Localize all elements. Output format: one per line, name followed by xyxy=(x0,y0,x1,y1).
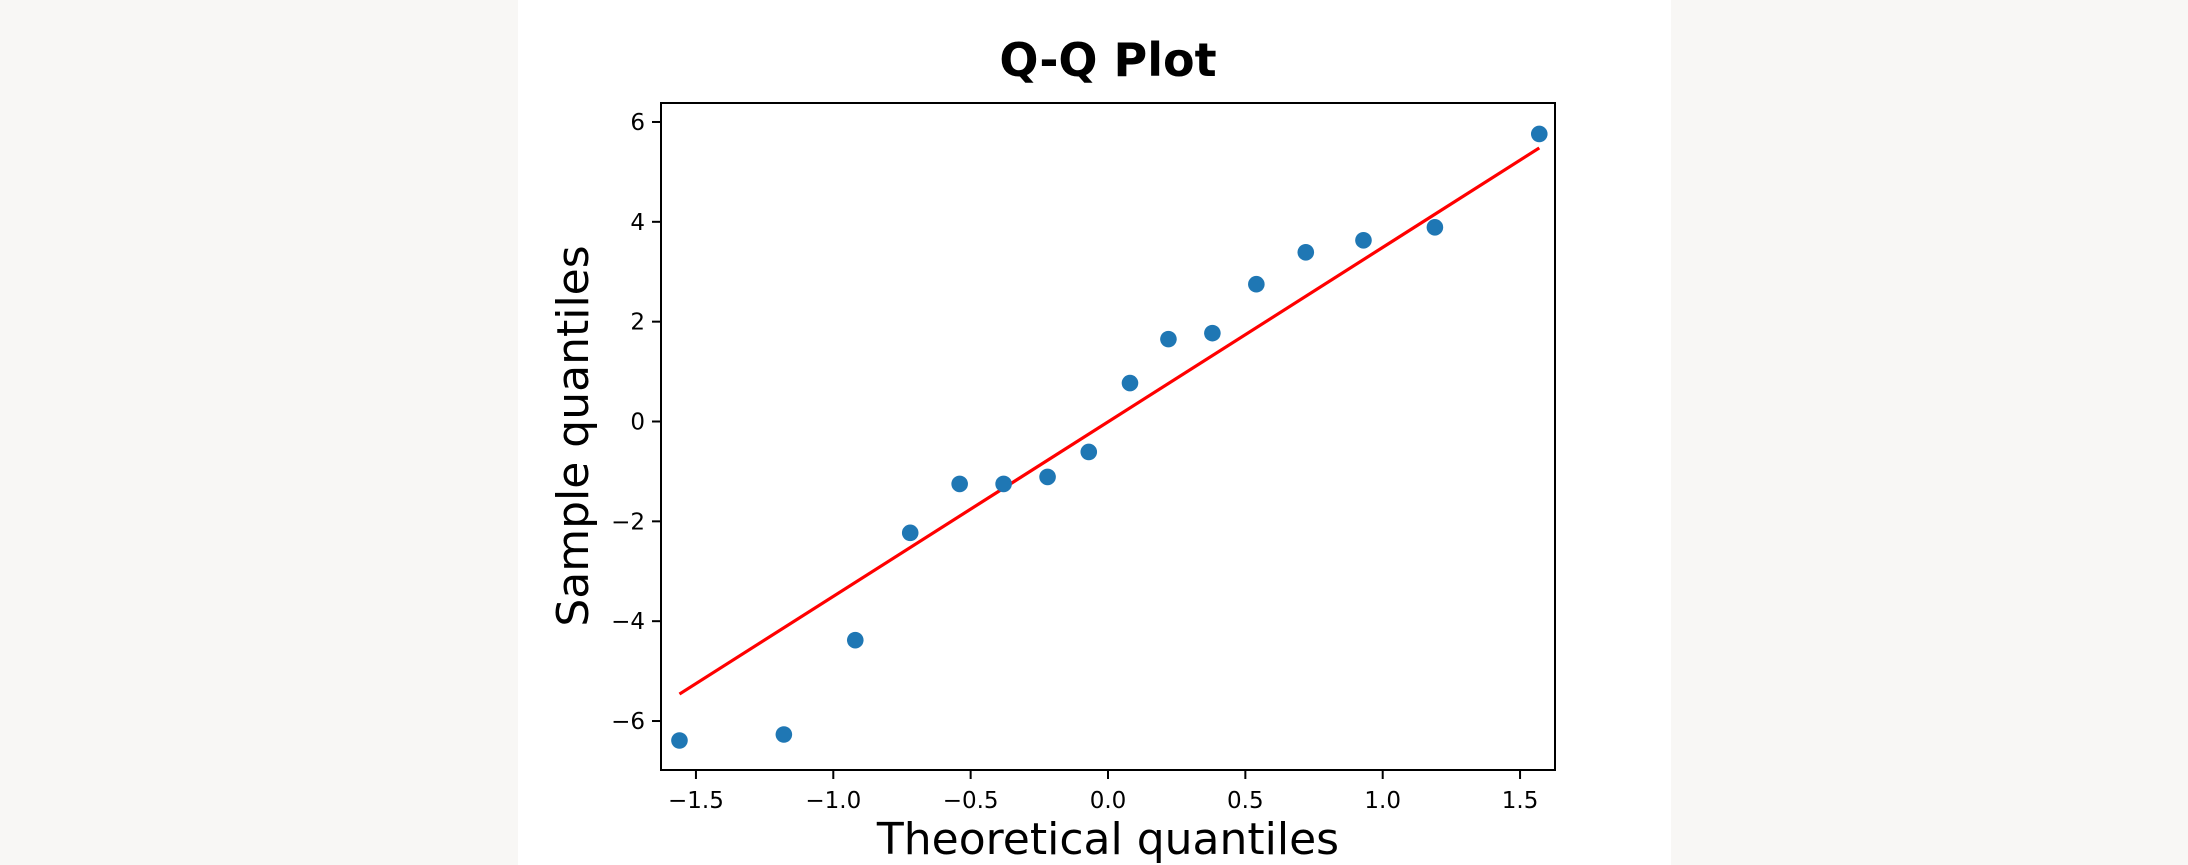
data-point xyxy=(671,732,688,749)
data-point xyxy=(846,631,864,649)
qq-plot: Q-Q Plot −1.5 −1.0 −0.5 0.0 0.5 1.0 1.56420−2−… xyxy=(548,33,1556,865)
data-point xyxy=(1355,231,1372,249)
plot-area xyxy=(671,125,1548,749)
data-point xyxy=(1248,275,1265,293)
y-axis-label: Sample quantiles xyxy=(548,245,599,626)
y-tick-label: −4 xyxy=(611,609,645,635)
data-point xyxy=(1039,468,1056,486)
axes-frame xyxy=(660,102,1556,771)
data-point xyxy=(901,524,919,542)
x-tick-label: −1.0 xyxy=(805,788,861,814)
y-tick-label: 0 xyxy=(630,410,645,436)
data-point xyxy=(1297,243,1315,261)
data-point xyxy=(1160,330,1177,348)
y-tick-label: 6 xyxy=(630,110,645,136)
x-tick-label: 0.5 xyxy=(1227,788,1264,814)
y-tick-label: 2 xyxy=(630,310,645,336)
x-tick-label: 1.5 xyxy=(1502,788,1539,814)
axis-ticks: −1.5 −1.0 −0.5 0.0 0.5 1.0 1.5 6 4 2 0 −2 −4 −6 xyxy=(611,110,1538,814)
reference-line xyxy=(678,146,1541,696)
chart-title: Q-Q Plot xyxy=(999,33,1216,87)
y-tick-label: −2 xyxy=(611,509,645,535)
data-point xyxy=(1121,374,1139,392)
data-point xyxy=(995,475,1012,493)
x-tick-label: 1.0 xyxy=(1364,788,1401,814)
data-point xyxy=(1426,219,1444,236)
y-tick-label: −6 xyxy=(611,709,645,735)
data-point xyxy=(1530,125,1548,143)
x-tick-label: 0.0 xyxy=(1090,788,1127,814)
data-point xyxy=(1080,443,1098,461)
x-tick-label: −1.5 xyxy=(668,788,724,814)
data-point xyxy=(775,726,793,743)
x-axis-label: Theoretical quantiles xyxy=(876,814,1339,865)
data-point xyxy=(951,475,968,493)
chart-card: Q-Q Plot −1.5 −1.0 −0.5 0.0 0.5 1.0 1.5 6 4 2 0 −2−… xyxy=(518,0,1671,865)
x-tick-label: −0.5 xyxy=(943,788,999,814)
data-point xyxy=(1204,324,1221,342)
y-tick-label: 4 xyxy=(630,210,645,236)
